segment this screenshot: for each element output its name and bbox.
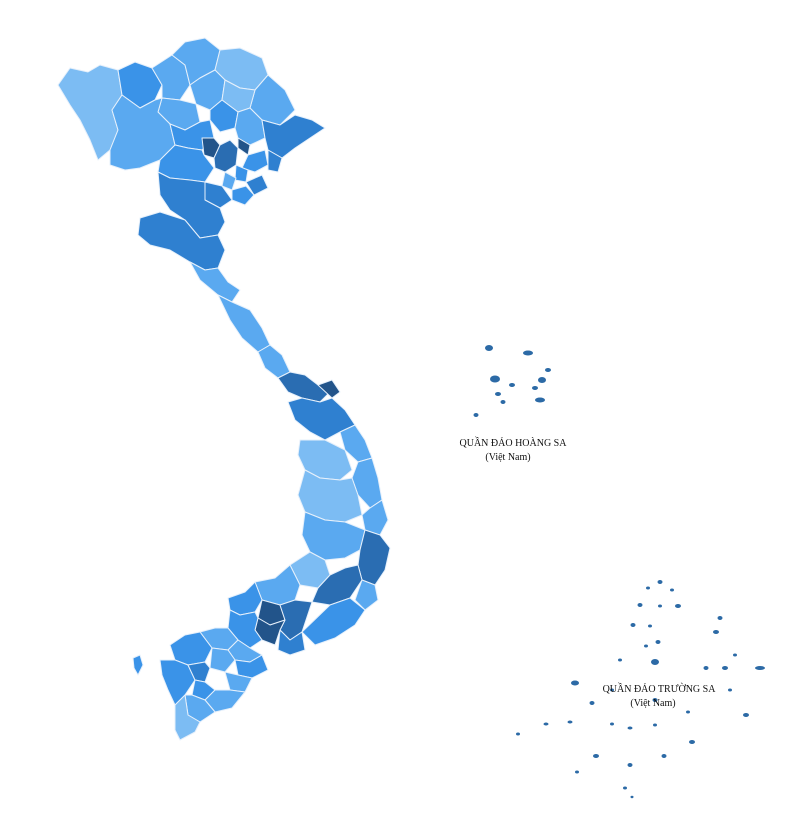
province-ha-nam[interactable] xyxy=(221,171,237,191)
province-ba-ria-vung-tau[interactable] xyxy=(277,629,306,656)
region-north-central xyxy=(137,211,373,463)
province-tra-vinh[interactable] xyxy=(224,671,253,693)
province-ha-noi[interactable] xyxy=(213,139,239,173)
province-tay-ninh[interactable] xyxy=(227,581,263,616)
province-hai-duong[interactable] xyxy=(241,149,269,173)
province-quang-tri[interactable] xyxy=(257,344,291,379)
province-khanh-hoa[interactable] xyxy=(357,529,391,586)
province-bac-giang[interactable] xyxy=(234,107,266,146)
region-mekong-delta xyxy=(132,627,269,741)
province-dak-lak[interactable] xyxy=(301,511,366,561)
hoang-sa-islands xyxy=(473,345,551,417)
province-binh-thuan[interactable] xyxy=(301,597,366,646)
province-ca-mau[interactable] xyxy=(174,694,201,741)
province-thai-binh[interactable] xyxy=(245,174,269,196)
truong-sa-name: QUẦN ĐẢO TRƯỜNG SA xyxy=(603,682,717,695)
province-quang-ninh[interactable] xyxy=(261,114,326,159)
province-son-la[interactable] xyxy=(109,94,176,171)
truong-sa-country: (Việt Nam) xyxy=(630,698,675,709)
truong-sa-islands xyxy=(516,580,765,799)
province-ninh-thuan[interactable] xyxy=(354,579,379,611)
region-southeast xyxy=(227,564,313,656)
hoang-sa-country: (Việt Nam) xyxy=(485,452,530,463)
province-thanh-hoa[interactable] xyxy=(157,171,226,239)
province-hai-phong[interactable] xyxy=(267,149,283,173)
province-phu-yen[interactable] xyxy=(361,499,389,536)
province-vinh-long[interactable] xyxy=(209,647,236,673)
province-ha-tinh[interactable] xyxy=(189,261,241,303)
province-phu-quoc-island[interactable] xyxy=(132,654,144,676)
province-can-tho[interactable] xyxy=(187,661,211,683)
region-central-highlands xyxy=(289,439,391,646)
province-nam-dinh[interactable] xyxy=(231,185,255,206)
region-northwest xyxy=(57,37,326,239)
hoang-sa-name: QUẦN ĐẢO HOÀNG SA xyxy=(460,436,568,449)
province-quang-binh[interactable] xyxy=(217,294,271,353)
province-da-nang[interactable] xyxy=(317,379,341,399)
